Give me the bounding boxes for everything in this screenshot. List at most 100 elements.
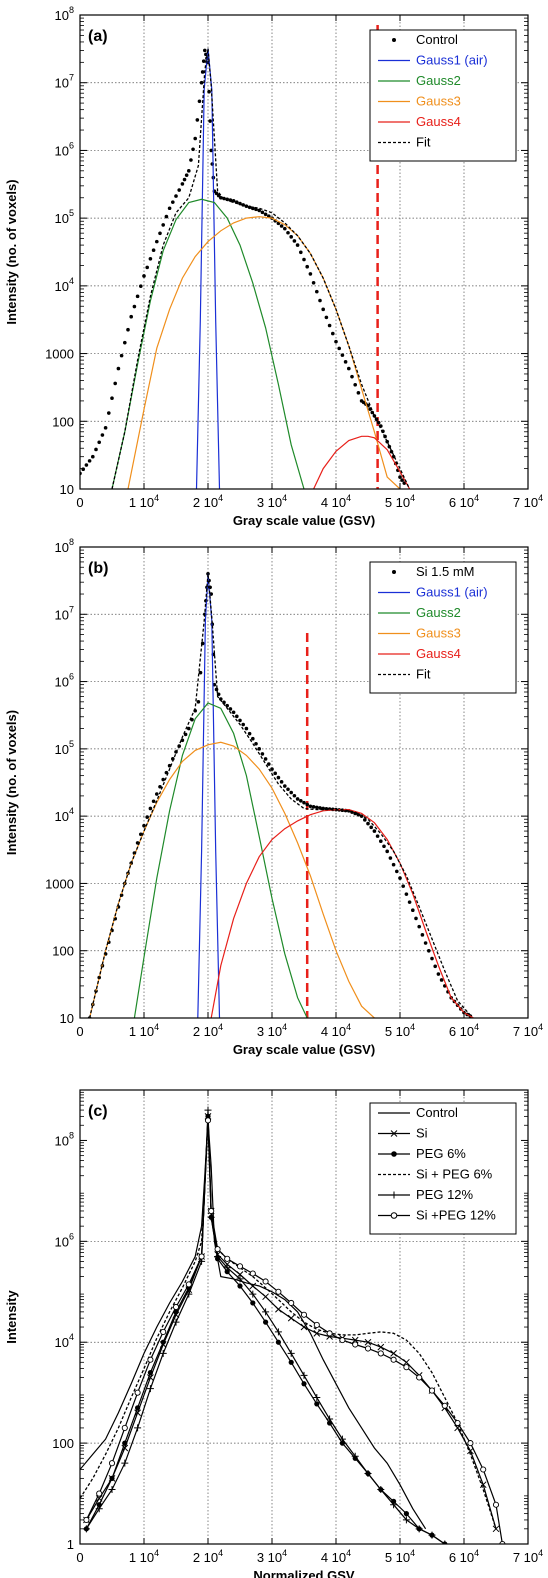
marker-circle bbox=[96, 1490, 103, 1497]
marker-circle bbox=[121, 1424, 128, 1431]
data-point bbox=[334, 339, 338, 344]
data-point bbox=[305, 264, 310, 269]
marker-plus bbox=[146, 1385, 154, 1393]
marker-plus bbox=[313, 1394, 321, 1402]
data-point bbox=[321, 307, 326, 312]
data-point bbox=[145, 815, 149, 819]
marker-x bbox=[287, 1314, 295, 1322]
data-point bbox=[247, 731, 252, 736]
data-point bbox=[180, 182, 185, 186]
data-point bbox=[161, 777, 165, 782]
legend-label: Control bbox=[416, 1105, 458, 1120]
legend-marker bbox=[390, 1191, 398, 1199]
legend-item: Si + PEG 6% bbox=[378, 1167, 493, 1182]
legend-label: Gauss2 bbox=[416, 605, 461, 620]
marker-plus bbox=[390, 1501, 398, 1509]
marker-plus bbox=[214, 1253, 222, 1261]
x-tick-label: 1 104 bbox=[129, 1548, 159, 1565]
marker-circle bbox=[428, 1387, 436, 1394]
marker-plus bbox=[108, 1486, 116, 1494]
data-point bbox=[142, 274, 146, 278]
data-point bbox=[228, 707, 233, 711]
data-point bbox=[241, 722, 245, 727]
series-control bbox=[80, 1120, 427, 1530]
data-point bbox=[385, 849, 390, 854]
data-point bbox=[123, 340, 127, 345]
data-point bbox=[308, 272, 313, 276]
x-tick-label: 6 104 bbox=[449, 1548, 479, 1565]
data-point bbox=[283, 784, 287, 788]
y-tick-label: 100 bbox=[52, 1436, 74, 1451]
legend-marker bbox=[390, 1212, 398, 1219]
series-line bbox=[111, 48, 411, 489]
data-point bbox=[228, 198, 233, 202]
legend-item: Gauss2 bbox=[378, 605, 461, 620]
data-point bbox=[318, 298, 322, 303]
marker-circle bbox=[172, 1303, 180, 1311]
chart-panel-c: 0 1 104 2 104 3 104 4 104 5 104 6 104 7 104 1 100… bbox=[4, 1089, 543, 1578]
marker-x bbox=[249, 1282, 257, 1290]
x-tick-label: 7 104 bbox=[513, 1022, 543, 1039]
data-point bbox=[235, 714, 239, 719]
data-point bbox=[222, 700, 226, 705]
marker-circle bbox=[214, 1246, 221, 1253]
data-point bbox=[289, 235, 294, 239]
data-point bbox=[208, 119, 212, 123]
series-line bbox=[133, 702, 308, 1018]
plot-frame bbox=[79, 1089, 529, 1545]
x-tick-label: 4 104 bbox=[321, 1022, 351, 1039]
chart-panel-b: 0 1 104 2 104 3 104 4 104 5 104 6 104 7 104 10 10… bbox=[4, 537, 543, 1057]
data-point bbox=[302, 800, 306, 805]
data-point bbox=[263, 757, 268, 761]
data-point bbox=[407, 900, 412, 904]
legend-item: Control bbox=[392, 32, 458, 47]
marker-dot bbox=[147, 1369, 153, 1376]
series-gauss4 bbox=[210, 808, 474, 1018]
data-point bbox=[209, 148, 213, 153]
data-point bbox=[286, 787, 290, 792]
data-point bbox=[87, 459, 92, 463]
marker-plus bbox=[402, 1516, 410, 1524]
y-tick-label: 1000 bbox=[45, 876, 74, 891]
y-tick-label: 104 bbox=[55, 276, 74, 294]
data-point bbox=[286, 230, 290, 235]
y-axis-label: Intensity (no. of voxels) bbox=[4, 710, 19, 855]
marker-x bbox=[275, 1305, 282, 1313]
data-point bbox=[155, 239, 159, 244]
data-point bbox=[145, 265, 149, 270]
marker-dot bbox=[160, 1339, 166, 1345]
y-tick-label: 10 bbox=[60, 1011, 74, 1026]
x-tick-label: 5 104 bbox=[385, 1022, 415, 1039]
data-point bbox=[315, 289, 319, 294]
data-point bbox=[126, 327, 130, 332]
data-point bbox=[151, 799, 156, 804]
x-tick-label: 2 104 bbox=[193, 1022, 223, 1039]
y-tick-label: 107 bbox=[55, 604, 74, 622]
data-point bbox=[350, 374, 354, 379]
data-point bbox=[241, 203, 245, 207]
data-point bbox=[103, 426, 108, 430]
plot-area bbox=[80, 1106, 506, 1544]
y-tick-label: 107 bbox=[55, 73, 74, 91]
marker-plus bbox=[172, 1318, 180, 1326]
data-point bbox=[191, 147, 195, 152]
data-point bbox=[363, 818, 367, 822]
y-tick-label: 10 bbox=[60, 482, 74, 497]
data-point bbox=[132, 304, 137, 309]
data-point bbox=[187, 169, 191, 173]
marker-plus bbox=[159, 1349, 167, 1357]
marker-circle bbox=[441, 1402, 448, 1409]
y-tick-label: 105 bbox=[55, 208, 74, 226]
data-point bbox=[94, 447, 98, 452]
data-point bbox=[257, 208, 262, 213]
legend-item: Si bbox=[378, 1126, 428, 1141]
legend-swatch bbox=[392, 38, 396, 42]
legend-item: Gauss4 bbox=[378, 114, 461, 129]
data-point bbox=[283, 226, 287, 231]
data-point bbox=[273, 771, 278, 776]
plot-area bbox=[80, 48, 411, 489]
legend-marker bbox=[390, 1130, 398, 1137]
legend-box bbox=[369, 561, 517, 694]
data-point bbox=[219, 195, 223, 200]
marker-plus bbox=[82, 1525, 90, 1533]
